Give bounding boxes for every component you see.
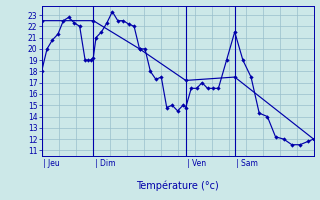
X-axis label: Température (°c): Température (°c) [136, 180, 219, 191]
Text: | Ven: | Ven [187, 159, 206, 168]
Text: | Jeu: | Jeu [43, 159, 60, 168]
Text: | Dim: | Dim [95, 159, 115, 168]
Text: | Sam: | Sam [236, 159, 258, 168]
